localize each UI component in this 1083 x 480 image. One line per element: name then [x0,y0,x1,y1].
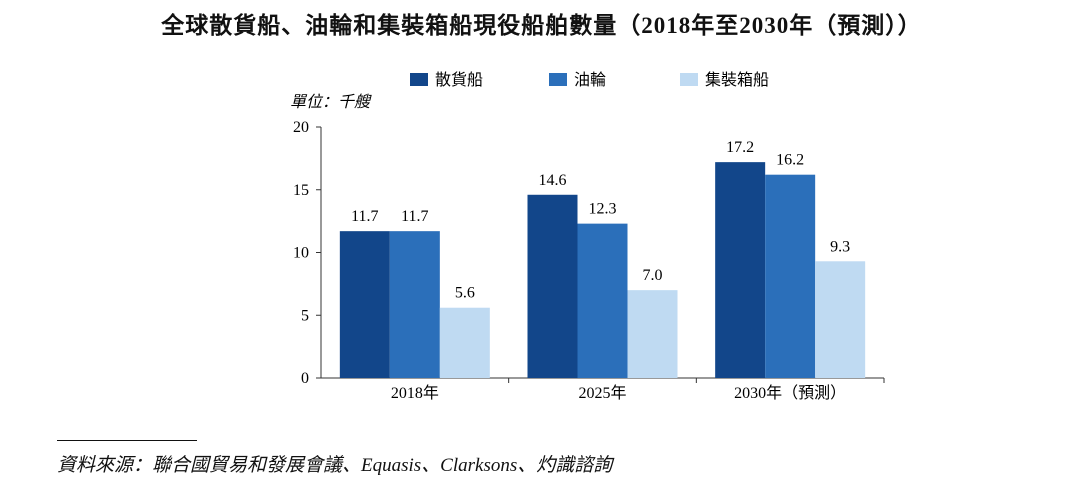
bar-value-label: 11.7 [351,208,378,225]
legend: 散貨船 油輪 集裝箱船 [410,71,769,89]
bar-value-label: 9.3 [830,238,850,255]
bar [577,223,628,378]
bar-value-label: 17.2 [726,139,754,156]
x-axis: 2018年 2025年 2030年（預測） [321,377,885,402]
y-tick-label: 15 [293,182,309,199]
source-note: 資料來源：聯合國貿易和發展會議、Equasis、Clarksons、灼識諮詢 [57,455,613,476]
source-divider [57,440,197,441]
bar-value-label: 7.0 [643,267,663,284]
bar [815,261,866,378]
legend-swatch [549,73,567,86]
y-tick-label: 10 [293,245,309,262]
bar-value-label: 14.6 [539,172,567,189]
bar-value-label: 5.6 [455,285,475,302]
bar-value-label: 12.3 [589,201,617,218]
x-tick-label: 2030年（預測） [734,384,846,402]
bar [339,231,390,378]
legend-swatch [410,73,428,86]
bar [389,231,440,378]
legend-label: 油輪 [574,71,606,89]
legend-label: 散貨船 [435,71,483,89]
bar [765,174,816,378]
bars [339,162,866,378]
y-tick-label: 0 [301,370,309,387]
bar [439,307,490,378]
bar-chart: 散貨船 油輪 集裝箱船 單位：千艘 0 5 10 15 20 2018年 2025年 2030年… [290,71,885,402]
bar [627,290,678,378]
bar [527,194,578,378]
bar [715,162,766,378]
legend-swatch [680,73,698,86]
x-tick-label: 2025年 [578,384,626,402]
chart-title: 全球散貨船、油輪和集裝箱船現役船舶數量（2018年至2030年（預測）） [161,13,922,38]
y-tick-label: 5 [301,307,309,324]
unit-label: 單位：千艘 [290,93,372,111]
bar-labels: 11.7 11.7 5.6 14.6 12.3 7.0 17.2 16.2 9.3 [351,139,850,302]
y-tick-label: 20 [293,119,309,136]
bar-value-label: 11.7 [401,208,428,225]
bar-value-label: 16.2 [776,152,804,169]
x-tick-label: 2018年 [391,384,439,402]
legend-label: 集裝箱船 [705,71,769,89]
y-axis: 0 5 10 15 20 [293,119,322,387]
